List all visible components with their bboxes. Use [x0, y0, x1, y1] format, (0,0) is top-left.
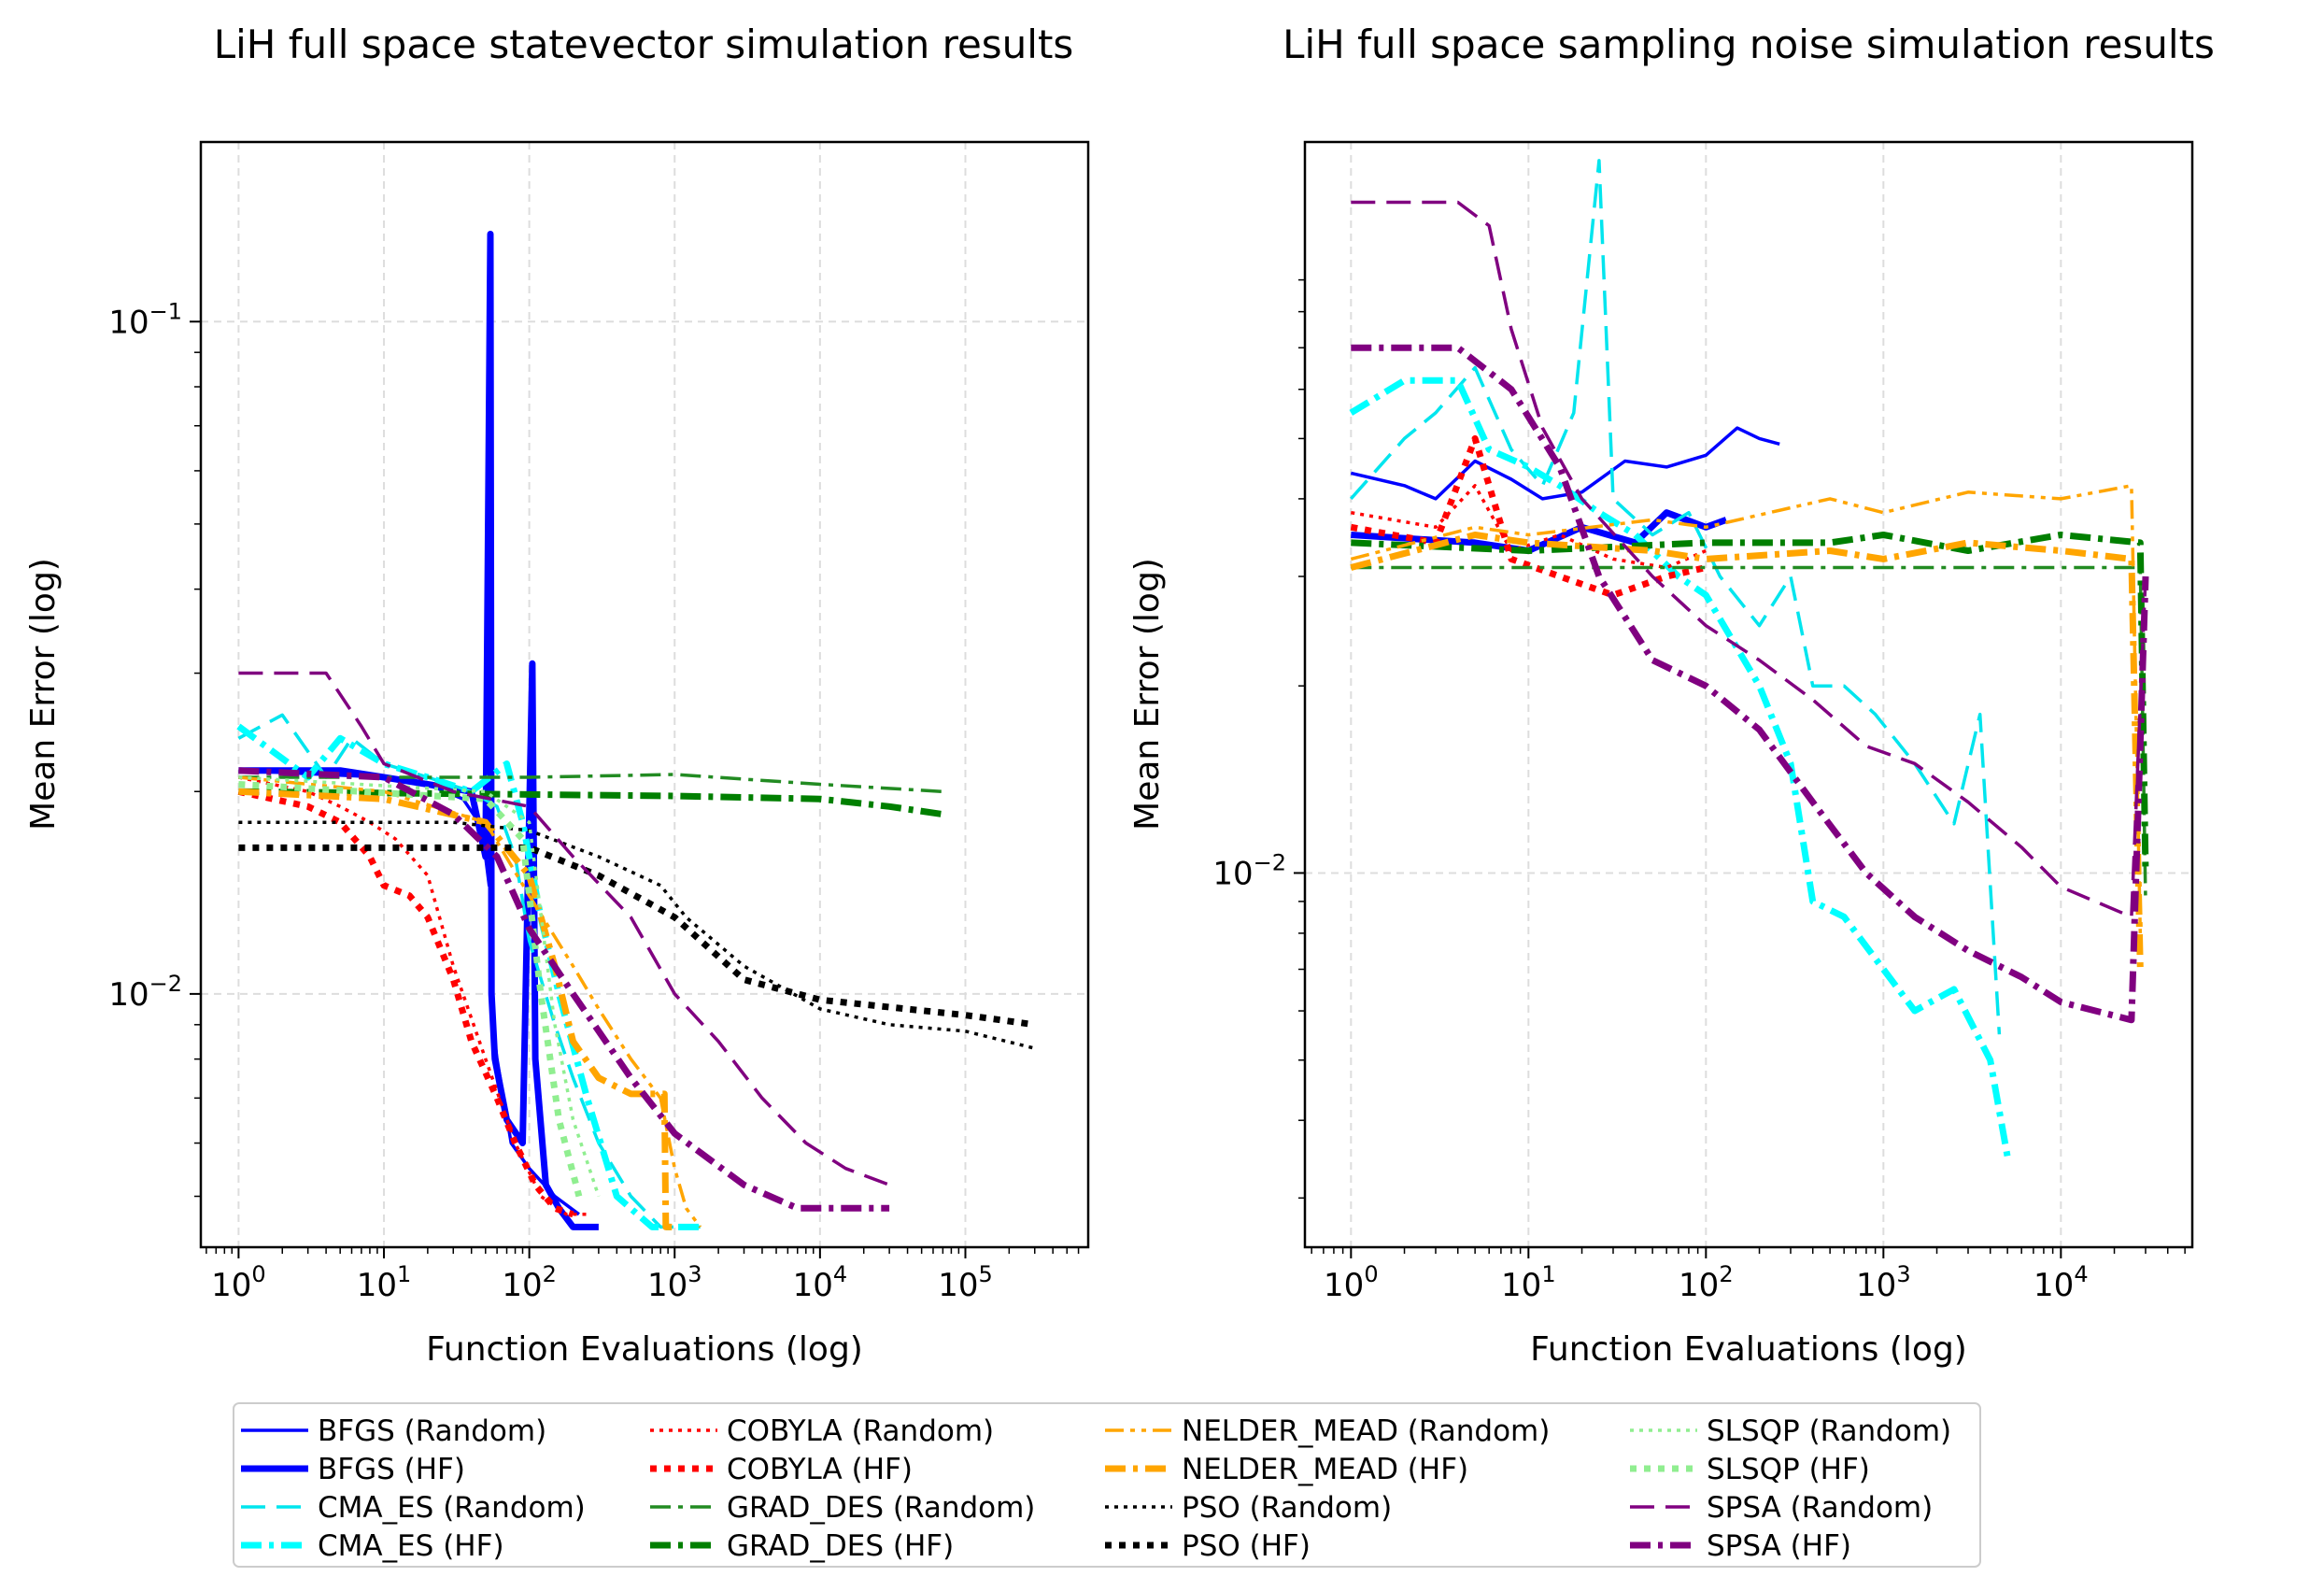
chart-right-x-tick-label-exponent: 1 [1541, 1261, 1555, 1287]
chart-right-ylabel: Mean Error (log) [1128, 558, 1167, 831]
chart-left-plot-frame [199, 140, 1090, 1249]
chart-left-series [236, 231, 1036, 1230]
chart-left-x-tick-label-exponent: 3 [687, 1261, 701, 1287]
chart-left-x-tick-label-exponent: 5 [978, 1261, 992, 1287]
chart-right-x-tick-label: 103 [1856, 1261, 1911, 1304]
chart-left-series-cobyla-hf [237, 788, 574, 1218]
chart-right-series-cma-es-random [1349, 159, 2002, 1035]
chart-left-series-spsa-random [238, 671, 890, 1186]
chart-right-x-tick-label: 104 [2034, 1261, 2089, 1304]
chart-left-x-tick-label: 104 [793, 1261, 848, 1304]
chart-left-x-tick-label-base: 10 [938, 1267, 978, 1304]
chart-left-x-axis: 100 101 102 103 104 105 [205, 1247, 1080, 1304]
chart-left-y-tick-label-base: 10 [108, 304, 149, 341]
legend-label: SLSQP (Random) [1707, 1414, 1951, 1448]
legend-label: SPSA (HF) [1707, 1529, 1851, 1563]
chart-right-plot-frame [1303, 140, 2194, 1249]
chart-left-x-tick-label-exponent: 2 [543, 1261, 557, 1287]
chart-right-x-tick-label: 100 [1324, 1261, 1379, 1304]
chart-left-y-axis: 10−210−1 [108, 298, 201, 1198]
chart-left-x-tick-label-base: 10 [793, 1267, 833, 1304]
chart-left-x-tick-label-base: 10 [211, 1267, 251, 1304]
chart-left-y-tick-label-exponent: −2 [149, 971, 182, 997]
chart-right-x-tick-label-base: 10 [1856, 1267, 1896, 1304]
legend-label: CMA_ES (HF) [318, 1529, 504, 1563]
chart-right-x-tick-label-exponent: 0 [1364, 1261, 1378, 1287]
chart-right-series-cma-es-hf [1349, 376, 2011, 1158]
chart-left-x-tick-label-exponent: 4 [833, 1261, 847, 1287]
chart-right-x-tick-label-base: 10 [1324, 1267, 1364, 1304]
legend-label: NELDER_MEAD (HF) [1182, 1453, 1468, 1486]
chart-right: LiH full space sampling noise simulation… [1128, 21, 2215, 1369]
chart-left-ylabel: Mean Error (log) [24, 558, 63, 831]
chart-left-x-tick-label: 105 [938, 1261, 993, 1304]
chart-left-xlabel: Function Evaluations (log) [426, 1330, 863, 1369]
chart-right-series-bfgs-hf [1351, 509, 1728, 554]
chart-right-y-tick-label-exponent: −2 [1254, 849, 1286, 875]
chart-right-series-spsa-random [1351, 200, 2147, 919]
legend-label: PSO (Random) [1182, 1491, 1392, 1525]
chart-right-x-tick-label-base: 10 [2034, 1267, 2074, 1304]
chart-left-y-tick-label: 10−2 [108, 971, 182, 1014]
legend-label: NELDER_MEAD (Random) [1182, 1414, 1550, 1448]
chart-left-series-cma-es-hf [236, 723, 701, 1230]
chart-right-series-grad-des-hf [1351, 532, 2149, 874]
legend-label: BFGS (Random) [318, 1414, 546, 1448]
legend-box [233, 1402, 1981, 1568]
chart-left-x-tick-label-base: 10 [357, 1267, 397, 1304]
chart-right-y-tick-label-base: 10 [1212, 855, 1253, 892]
chart-left-x-tick-label: 102 [502, 1261, 557, 1304]
chart-left-series-pso-hf [238, 844, 1036, 1029]
chart-right-series [1349, 159, 2149, 1158]
legend-label: SPSA (Random) [1707, 1491, 1933, 1525]
legend-label: PSO (HF) [1182, 1529, 1311, 1563]
legend-items: BFGS (Random) BFGS (HF) CMA_ES (Random) CMA… [241, 1414, 1951, 1563]
chart-left-y-tick-label-base: 10 [108, 976, 149, 1014]
chart-left-series-spsa-hf [238, 767, 890, 1212]
chart-right-series-nelder-mead-hf [1350, 532, 2144, 970]
chart-left-y-tick-label: 10−1 [108, 298, 182, 341]
chart-left-series-slsqp-hf [238, 781, 583, 1198]
chart-right-grid [1305, 142, 2192, 1247]
chart-right-x-tick-label-exponent: 2 [1719, 1261, 1733, 1287]
chart-right-series-nelder-mead-random [1350, 484, 2143, 933]
chart-right-x-tick-label: 101 [1501, 1261, 1556, 1304]
chart-right-series-bfgs-random [1350, 426, 1780, 501]
chart-left-series-grad-des-hf [238, 788, 943, 818]
chart-left-x-tick-label: 100 [211, 1261, 266, 1304]
chart-left-x-tick-label-base: 10 [647, 1267, 687, 1304]
chart-right-x-tick-label-exponent: 4 [2074, 1261, 2088, 1287]
legend: BFGS (Random) BFGS (HF) CMA_ES (Random) CMA… [233, 1402, 1981, 1568]
chart-left-title: LiH full space statevector simulation re… [214, 21, 1074, 67]
chart-left-series-cma-es-random [237, 713, 701, 1229]
legend-label: COBYLA (HF) [727, 1453, 913, 1486]
legend-label: GRAD_DES (HF) [727, 1529, 954, 1563]
chart-left-x-tick-label-exponent: 1 [397, 1261, 411, 1287]
chart-left-y-tick-label-exponent: −1 [149, 298, 182, 324]
legend-label: COBYLA (Random) [727, 1414, 994, 1448]
chart-right-y-tick-label: 10−2 [1212, 849, 1286, 892]
chart-left-x-tick-label: 101 [357, 1261, 412, 1304]
chart-right-series-spsa-hf [1351, 344, 2149, 1024]
chart-right-x-tick-label-base: 10 [1679, 1267, 1719, 1304]
chart-right-x-axis: 100 101 102 103 104 [1311, 1247, 2186, 1304]
chart-right-title: LiH full space sampling noise simulation… [1282, 21, 2215, 67]
chart-right-x-tick-label-base: 10 [1501, 1267, 1541, 1304]
legend-label: GRAD_DES (Random) [727, 1491, 1035, 1525]
chart-left: LiH full space statevector simulation re… [24, 21, 1090, 1369]
chart-right-xlabel: Function Evaluations (log) [1530, 1330, 1967, 1369]
legend-label: BFGS (HF) [318, 1453, 465, 1486]
chart-left-series-grad-des-random [238, 773, 943, 794]
chart-left-x-tick-label-exponent: 0 [251, 1261, 265, 1287]
legend-label: SLSQP (HF) [1707, 1453, 1870, 1486]
chart-left-x-tick-label: 103 [647, 1261, 702, 1304]
chart-left-series-bfgs-hf [238, 231, 599, 1230]
chart-left-series-nelder-mead-hf [238, 788, 675, 1230]
legend-label: CMA_ES (Random) [318, 1491, 586, 1525]
chart-right-y-axis: 10−2 [1212, 278, 1305, 1200]
chart-right-x-tick-label-exponent: 3 [1896, 1261, 1910, 1287]
chart-right-x-tick-label: 102 [1679, 1261, 1734, 1304]
chart-left-x-tick-label-base: 10 [502, 1267, 542, 1304]
